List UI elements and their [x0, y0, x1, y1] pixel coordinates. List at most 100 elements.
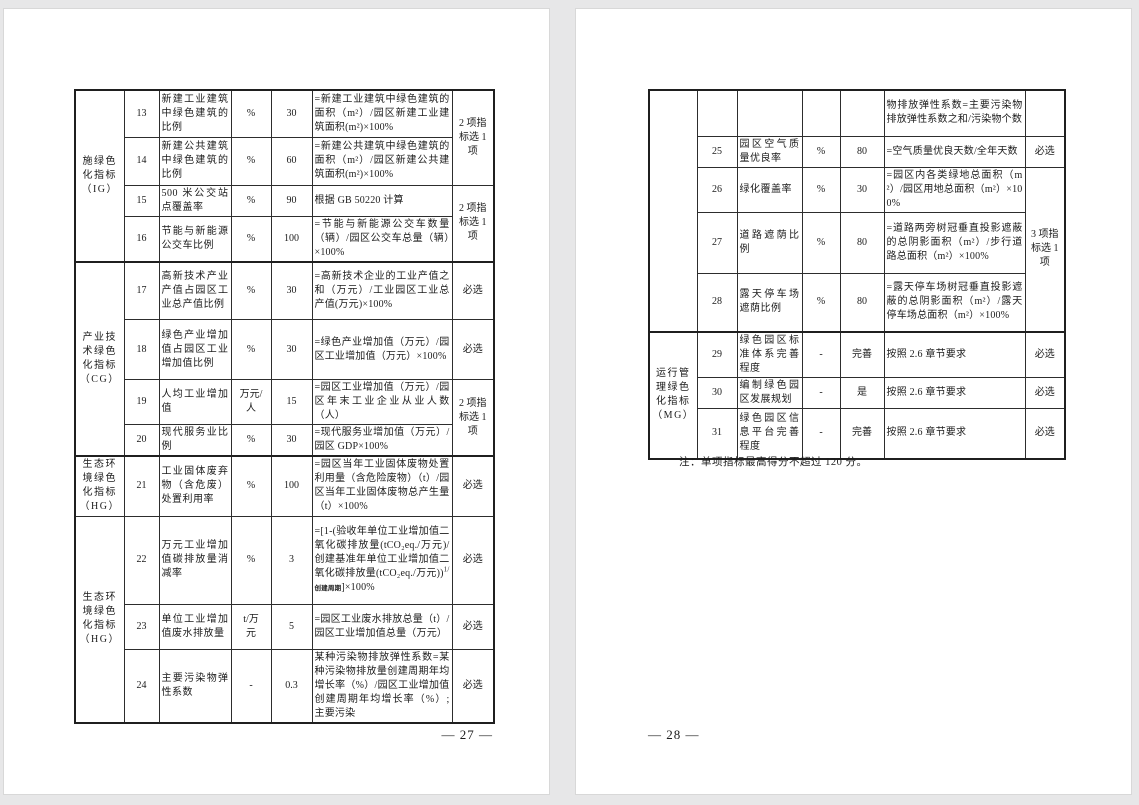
target-value-cell: 30	[270, 319, 313, 380]
target-value-cell: 完善	[839, 331, 885, 378]
formula-cell: =新建工业建筑中绿色建筑的面积（m²）/园区新建工业建筑面积(m²)×100%	[311, 89, 453, 138]
selection-requirement-cell: 必选	[451, 603, 495, 650]
selection-requirement-cell: 必选	[451, 260, 495, 320]
indicator-name-cell: 单位工业增加值废水排放量	[158, 603, 232, 650]
indicator-name-cell: 绿色园区标准体系完善程度	[736, 331, 803, 378]
indicator-name-cell: 现代服务业比例	[158, 424, 232, 457]
target-value-cell: 30	[839, 166, 885, 213]
unit-cell: %	[230, 89, 272, 138]
target-value-cell: 100	[270, 215, 313, 262]
target-value-cell: 30	[270, 89, 313, 138]
page-number-28: — 28 —	[648, 727, 700, 742]
formula-cell: =绿色产业增加值（万元）/园区工业增加值（万元）×100%	[311, 319, 453, 380]
formula-cell: =道路两旁树冠垂直投影遮蔽的总阴影面积（m²）/步行道路总面积（m²）×100%	[883, 211, 1026, 274]
target-value-cell: 30	[270, 424, 313, 457]
indicator-number-cell: 13	[123, 89, 160, 138]
target-value-cell: 3	[270, 515, 313, 605]
category-hg: 生态环 境绿色 化指标 （HG）	[74, 515, 125, 723]
indicator-number-cell: 18	[123, 319, 160, 380]
selection-requirement-cell	[1024, 89, 1066, 137]
formula-cell: =园区内各类绿地总面积（m²）/园区用地总面积（m²）×100%	[883, 166, 1026, 213]
formula-cell: =园区工业增加值（万元）/园区年末工业企业从业人数（人）	[311, 379, 453, 425]
target-value-cell: 15	[270, 379, 313, 425]
table-row: 28 露天停车场遮荫比例% 80 =露天停车场树冠垂直投影遮蔽的总阴影面积（m²）/露…	[649, 272, 1065, 333]
table-row: 生态环 境绿色 化指标 （HG） 21 工业固体废弃物（含危废）处置利用率% 100 =…	[74, 455, 495, 517]
indicator-name-cell: 高新技术产业产值占园区工业总产值比例	[158, 260, 232, 320]
unit-cell	[801, 89, 841, 137]
target-value-cell: 5	[270, 603, 313, 650]
unit-cell: %	[801, 166, 841, 213]
table-row: 14 新建公共建筑中绿色建筑的比例% 60 =新建公共建筑中绿色建筑的面积（m²）/园…	[75, 136, 494, 186]
indicator-name-cell: 500 米公交站点覆盖率	[158, 184, 232, 217]
indicator-number-cell	[696, 89, 738, 137]
target-value-cell: 30	[270, 260, 313, 320]
indicator-number-cell: 16	[123, 215, 160, 262]
target-value-cell	[839, 89, 885, 137]
table-row: 24 主要污染物弹性系数 -0.3 某种污染物排放弹性系数=某种污染物排放量创建周期年…	[75, 648, 495, 723]
indicator-name-cell: 主要污染物弹性系数	[158, 648, 232, 723]
table-row: 19 人均工业增加值 万元/ 人 15 =园区工业增加值（万元）/园区年末工业企业从业人…	[75, 379, 495, 457]
table-row: 16 节能与新能源公交车比例% 100 =节能与新能源公交车数量（辆）/园区公交车总量…	[75, 215, 494, 262]
formula-segment: =[1-(验收年单位工业增加值二氧化碳排放量(tCO₂eq./万元)/ 创建基准…	[314, 526, 450, 579]
page-number-27: — 27 —	[441, 727, 493, 742]
target-value-cell: 80	[839, 211, 885, 274]
formula-cell: 根据 GB 50220 计算	[311, 184, 453, 217]
table-row: 26 绿化覆盖率% 30 =园区内各类绿地总面积（m²）/园区用地总面积（m²）×10…	[649, 166, 1066, 333]
target-value-cell: 100	[270, 455, 313, 517]
formula-cell: =[1-(验收年单位工业增加值二氧化碳排放量(tCO₂eq./万元)/ 创建基准…	[311, 515, 453, 605]
category-hg-continued	[648, 89, 698, 333]
target-value-cell: 是	[839, 377, 885, 409]
table-row: 物排放弹性系数=主要污染物排放弹性系数之和/污染物个数	[648, 89, 1066, 333]
indicator-number-cell: 20	[123, 424, 160, 457]
indicator-number-cell: 19	[123, 379, 160, 425]
category-hg: 生态环 境绿色 化指标 （HG）	[74, 455, 125, 517]
table-row: 31 绿色园区信息平台完善程度 - 完善 按照 2.6 章节要求 必选	[649, 408, 1066, 459]
unit-cell: %	[230, 515, 272, 605]
indicator-number-cell: 28	[696, 272, 738, 333]
formula-cell: 按照 2.6 章节要求	[883, 408, 1026, 459]
category-mg: 运行管 理绿色 化指标 （MG）	[648, 331, 698, 459]
unit-cell: -	[230, 648, 272, 723]
selection-requirement-cell: 必选	[1024, 135, 1066, 168]
formula-cell: =园区当年工业固体废物处置利用量（含危险废物）（t）/园区当年工业固体废物总产生…	[311, 455, 453, 517]
formula-cell: =高新技术企业的工业产值之和（万元）/工业园区工业总产值(万元)×100%	[311, 260, 453, 320]
unit-cell: %	[230, 455, 272, 517]
page-28: 物排放弹性系数=主要污染物排放弹性系数之和/污染物个数 25 园区空气质量优良率% 8…	[575, 8, 1132, 795]
target-value-cell: 90	[270, 184, 313, 217]
table-row: 23 单位工业增加值废水排放量 t/万 元 5 =园区工业废水排放总量（t）/园区工业增…	[75, 603, 495, 650]
indicator-number-cell: 14	[123, 136, 160, 186]
table-row: 27 道路遮荫比例% 80 =道路两旁树冠垂直投影遮蔽的总阴影面积（m²）/步行道路总…	[649, 211, 1065, 274]
selection-requirement-cell: 必选	[1024, 331, 1066, 378]
selection-requirement-cell: 必选	[451, 515, 495, 605]
formula-cell: =新建公共建筑中绿色建筑的面积（m²）/园区新建公共建筑面积(m²)×100%	[311, 136, 453, 186]
unit-cell: %	[230, 424, 272, 457]
page-27: 施绿色 化指标 （IG） 13 新建工业建筑中绿色建筑的比例% 30 =新建工业建筑中绿…	[3, 8, 550, 795]
indicator-number-cell: 27	[696, 211, 738, 274]
selection-requirement-cell: 2 项指 标选 1 项	[451, 89, 495, 186]
indicator-number-cell: 21	[123, 455, 160, 517]
selection-requirement-cell: 3 项指 标选 1 项	[1024, 166, 1066, 333]
selection-requirement-cell: 必选	[451, 319, 495, 380]
selection-requirement-cell: 必选	[1024, 377, 1066, 409]
formula-cell: 物排放弹性系数=主要污染物排放弹性系数之和/污染物个数	[883, 89, 1026, 137]
indicator-name-cell: 新建工业建筑中绿色建筑的比例	[158, 89, 232, 138]
indicator-name-cell: 绿化覆盖率	[736, 166, 803, 213]
formula-cell: 按照 2.6 章节要求	[883, 377, 1026, 409]
table-row: 30 编制绿色园区发展规划 - 是按照 2.6 章节要求 必选	[649, 377, 1066, 409]
formula-segment: 1/	[443, 565, 450, 574]
table-row: 产业技 术绿色 化指标 （CG） 17 高新技术产业产值占园区工业总产值比例% 30 =…	[74, 260, 495, 457]
indicator-name-cell: 人均工业增加值	[158, 379, 232, 425]
unit-cell: %	[801, 272, 841, 333]
selection-requirement-cell: 必选	[451, 455, 495, 517]
table-row: 20 现代服务业比例% 30 =现代服务业增加值（万元）/园区 GDP×100%	[75, 424, 494, 457]
unit-cell: t/万 元	[230, 603, 272, 650]
target-value-cell: 完善	[839, 408, 885, 459]
category-ig: 施绿色 化指标 （IG）	[74, 89, 125, 262]
indicator-number-cell: 24	[123, 648, 160, 723]
note-text: 注：单项指标最高得分不超过 120 分。	[679, 457, 868, 468]
formula-segment: 创建周期	[314, 585, 342, 592]
unit-cell: %	[230, 215, 272, 262]
target-value-cell: 80	[839, 135, 885, 168]
formula-cell: =露天停车场树冠垂直投影遮蔽的总阴影面积（m²）/露天停车场总面积（m²）×10…	[883, 272, 1026, 333]
